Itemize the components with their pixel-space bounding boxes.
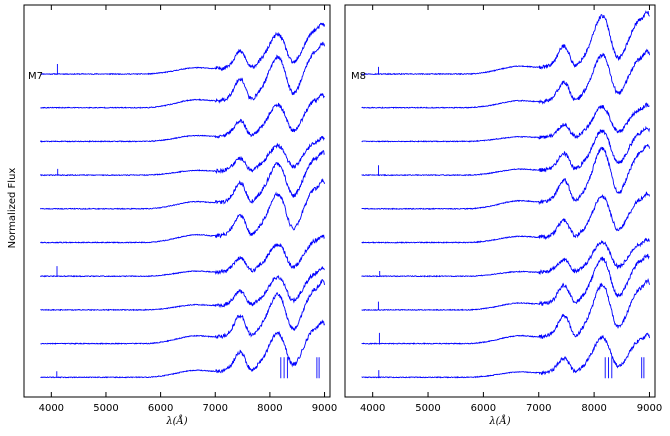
spectrum-line	[361, 102, 650, 143]
x-tick-label: 5000	[93, 403, 118, 414]
spectrum-line	[40, 22, 325, 76]
spectrum-line	[361, 277, 650, 345]
x-tick-label: 8000	[581, 403, 606, 414]
spectrum-line	[40, 92, 325, 143]
x-tick-label: 8000	[257, 403, 282, 414]
right-panel-m8: 4000 5000 6000 7000 8000 9000 M8 λ(Å)	[344, 4, 662, 427]
spectrum-line	[361, 253, 650, 312]
left-panel-m7: 4000 5000 6000 7000 8000 9000 M7 λ(Å)	[23, 4, 337, 427]
spectrum-line	[40, 266, 325, 312]
x-tick-label: 9000	[637, 403, 662, 414]
x-axis-title: λ(Å)	[165, 415, 187, 427]
spectrum-line	[40, 279, 325, 345]
x-tick-label: 4000	[360, 403, 385, 414]
x-axis-title: λ(Å)	[488, 415, 510, 427]
spectrum-line	[361, 144, 650, 211]
x-axis-ticks: 4000 5000 6000 7000 8000 9000	[360, 5, 662, 414]
spectrum-line	[40, 234, 325, 278]
x-tick-label: 7000	[526, 403, 551, 414]
x-tick-label: 9000	[312, 403, 337, 414]
spectrum-line	[361, 125, 650, 177]
y-axis-label: Normalized Flux	[7, 168, 18, 249]
panel-label: M8	[351, 71, 366, 82]
x-tick-label: 6000	[471, 403, 496, 414]
x-axis-ticks: 4000 5000 6000 7000 8000 9000	[39, 5, 337, 414]
spectrum-line	[40, 149, 325, 210]
x-tick-label: 7000	[203, 403, 228, 414]
x-tick-label: 5000	[415, 403, 440, 414]
spectrum-line	[40, 178, 325, 244]
x-tick-label: 4000	[39, 403, 64, 414]
plot-frame	[23, 4, 331, 398]
spectrum-line	[361, 191, 650, 244]
spectrum-line	[40, 319, 325, 379]
spectrum-line	[361, 10, 650, 76]
x-tick-label: 6000	[148, 403, 173, 414]
spectra-series-group	[40, 22, 325, 379]
spectrum-line	[361, 237, 650, 278]
spectra-series-group	[361, 10, 650, 379]
spectrum-line	[40, 41, 325, 109]
panel-label: M7	[28, 71, 43, 82]
plot-frame	[344, 4, 656, 398]
spectrum-line	[361, 332, 650, 379]
spectrum-line	[40, 135, 325, 177]
spectrum-line	[361, 48, 650, 110]
